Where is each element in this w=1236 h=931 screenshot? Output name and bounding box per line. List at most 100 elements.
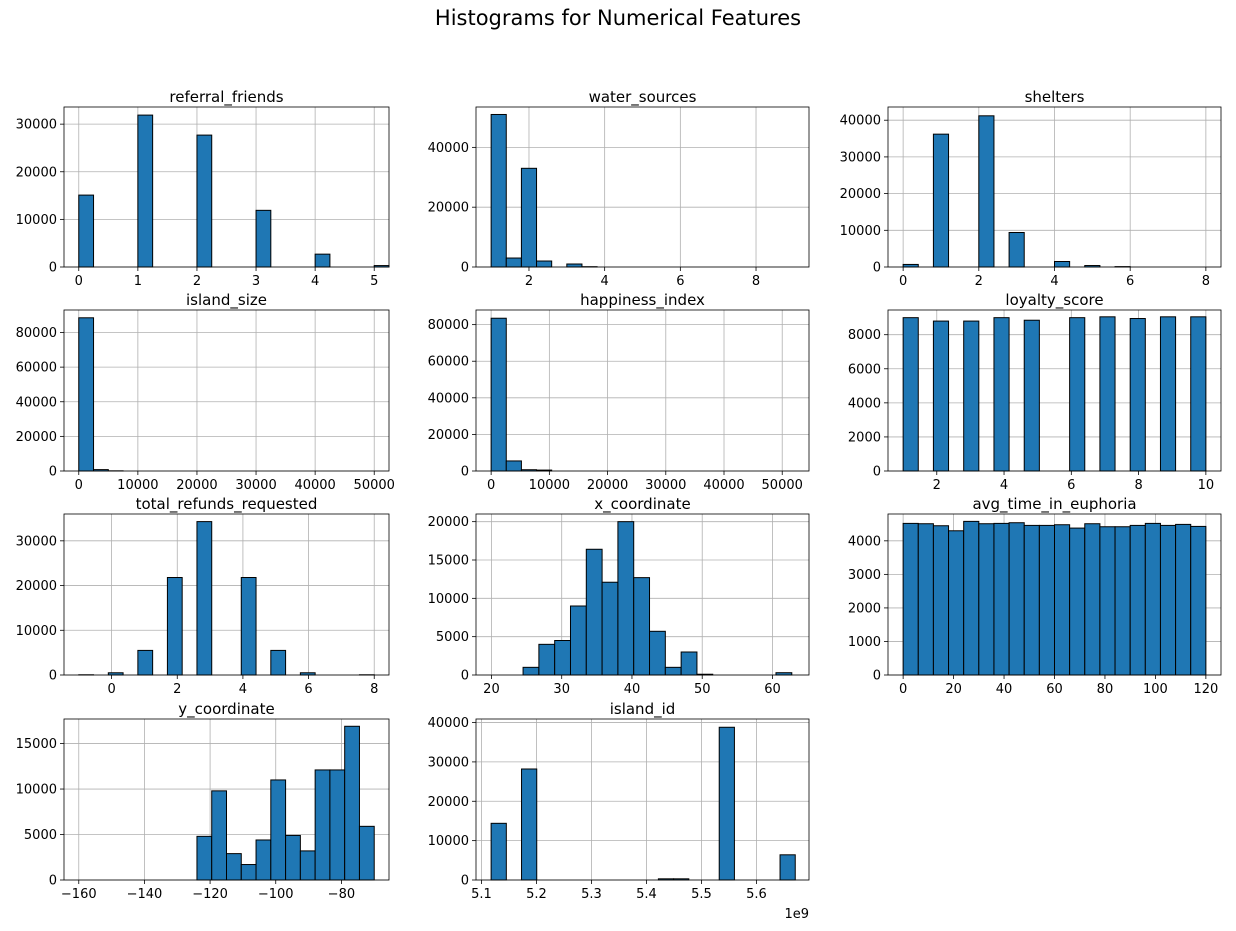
histogram-bar	[78, 317, 95, 472]
histogram-bar	[680, 651, 698, 676]
y-tick-label: 0	[461, 261, 469, 276]
x-tick-label: 10	[1198, 478, 1215, 493]
x-tick-label: 4	[1000, 478, 1008, 493]
x-tick-label: −140	[127, 887, 163, 902]
y-tick-label: 10000	[16, 783, 57, 798]
histogram-bar	[240, 864, 257, 881]
histogram-bar	[633, 577, 651, 676]
histogram-bar	[917, 523, 934, 676]
subplot-island_size: 0 10000 20000 30000 40000 50000 0 20000 40000 600…	[16, 291, 395, 493]
histogram-bar	[932, 320, 950, 472]
histogram-bar	[585, 548, 603, 676]
x-tick-label: 80	[1097, 682, 1114, 697]
x-tick-label: 40000	[294, 478, 335, 493]
histogram-bar	[270, 779, 287, 881]
y-tick-label: 20000	[428, 515, 469, 530]
histogram-bar	[226, 853, 242, 881]
x-tick-label: 40	[624, 682, 641, 697]
x-tick-label: 5	[370, 274, 378, 289]
y-tick-label: 10000	[428, 834, 469, 849]
histogram-bar	[1190, 525, 1207, 676]
subplot-x_coordinate: 20 30 40 50 60 0 5000 10000 15000 20000 x_coordina…	[428, 495, 810, 697]
histogram-bar	[1099, 316, 1116, 472]
x-tick-label: 10000	[117, 478, 158, 493]
histogram-bar	[211, 790, 228, 881]
histogram-bar	[520, 167, 538, 268]
subplot-title: y_coordinate	[178, 700, 274, 719]
subplot-shelters: 0 2 4 6 8 0 10000 20000 30000 40000 shelters	[840, 88, 1222, 289]
y-tick-label: 2000	[848, 601, 881, 616]
x-tick-label: 0	[899, 682, 907, 697]
x-tick-label: −120	[192, 887, 228, 902]
y-tick-label: 20000	[840, 187, 881, 202]
histogram-bar	[1008, 522, 1025, 676]
y-tick-label: 0	[49, 669, 57, 684]
x-tick-label: 1	[134, 274, 142, 289]
histogram-bar	[932, 133, 950, 268]
histogram-bar	[1084, 523, 1101, 676]
x-tick-label: 0	[75, 478, 83, 493]
subplot-title: island_id	[610, 700, 676, 719]
y-tick-label: 40000	[428, 141, 469, 156]
histogram-bar	[963, 520, 980, 676]
y-tick-label: 30000	[16, 534, 57, 549]
subplot-title: island_size	[186, 291, 267, 310]
x-tick-label: 0	[75, 274, 83, 289]
histogram-bar	[285, 834, 301, 881]
axes-frame	[475, 513, 810, 676]
x-tick-label: 2	[975, 274, 983, 289]
histogram-bar	[993, 317, 1010, 472]
x-tick-label: 4	[311, 274, 319, 289]
y-tick-label: 0	[873, 669, 881, 684]
y-tick-label: 10000	[16, 213, 57, 228]
y-tick-label: 30000	[16, 118, 57, 133]
x-axis-offset-label: 1e9	[784, 907, 809, 922]
y-tick-label: 5000	[24, 828, 57, 843]
x-tick-label: 2	[525, 274, 533, 289]
histogram-bar	[522, 666, 540, 676]
histogram-bar	[649, 630, 666, 676]
histogram-bar	[78, 194, 95, 268]
histogram-bar	[566, 263, 583, 268]
histogram-bar	[255, 209, 272, 268]
histogram-bar	[358, 825, 375, 881]
histogram-bar	[270, 649, 287, 676]
subplot-title: total_refunds_requested	[136, 495, 318, 514]
y-tick-label: 20000	[428, 201, 469, 216]
histogram-bar	[1054, 260, 1071, 268]
subplot-title: referral_friends	[169, 88, 283, 107]
x-tick-label: 20000	[176, 478, 217, 493]
subplot-happiness_index: 0 10000 20000 30000 40000 50000 0 20000 40000 600…	[428, 291, 810, 493]
x-tick-label: 0	[487, 478, 495, 493]
subplot-title: x_coordinate	[594, 495, 690, 514]
axes-frame	[475, 106, 810, 268]
y-tick-label: 20000	[16, 430, 57, 445]
y-tick-label: 0	[49, 465, 57, 480]
x-tick-label: 2	[193, 274, 201, 289]
x-tick-label: 5.3	[581, 887, 602, 902]
histogram-bar	[536, 260, 553, 268]
histogram-bar	[1023, 524, 1040, 676]
histogram-bar	[505, 460, 522, 472]
histogram-bar	[978, 115, 995, 268]
histogram-bar	[554, 640, 571, 676]
histogram-bar	[1175, 523, 1192, 676]
y-tick-label: 5000	[436, 630, 469, 645]
histogram-bar	[240, 577, 257, 676]
x-tick-label: 6	[676, 274, 684, 289]
y-tick-label: 10000	[840, 224, 881, 239]
histogram-bar	[137, 114, 154, 268]
histogram-bar	[1129, 524, 1146, 676]
histogram-bar	[978, 523, 995, 676]
y-tick-label: 0	[461, 669, 469, 684]
histogram-bar	[521, 768, 538, 881]
x-tick-label: 40000	[703, 478, 744, 493]
axes-frame	[887, 309, 1222, 472]
histogram-bar	[779, 854, 796, 881]
y-tick-label: 10000	[428, 592, 469, 607]
histogram-bar	[255, 839, 272, 881]
y-tick-label: 40000	[428, 391, 469, 406]
x-tick-label: 5.2	[526, 887, 547, 902]
x-tick-label: 2	[173, 682, 181, 697]
histogram-bar	[963, 320, 980, 472]
